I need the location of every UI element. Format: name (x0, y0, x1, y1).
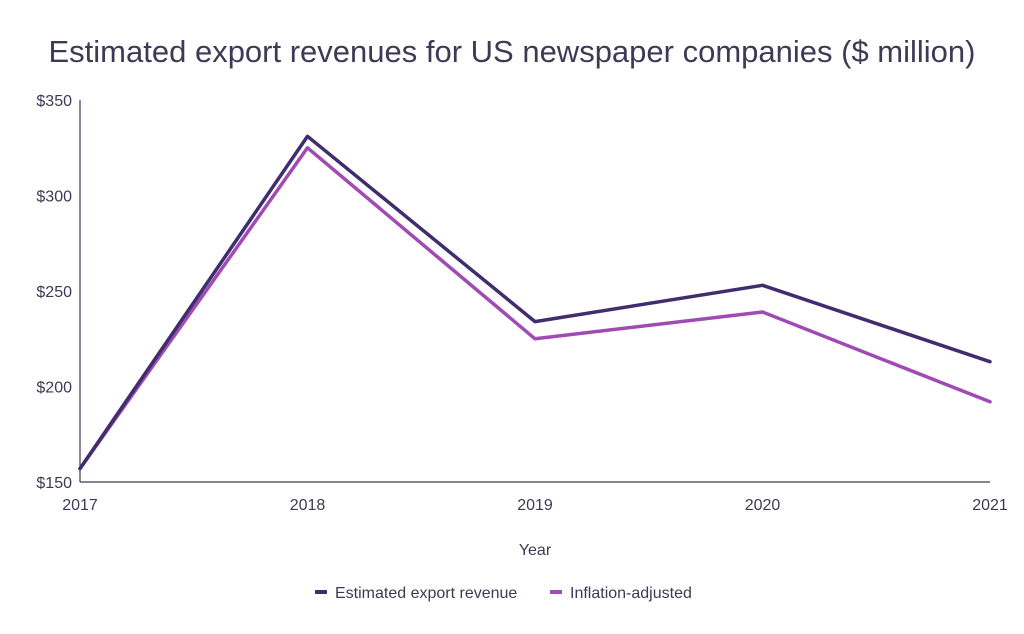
data-point (79, 468, 81, 470)
legend: Estimated export revenue Inflation-adjust… (315, 585, 692, 602)
series-line-0 (78, 134, 992, 471)
legend-label: Inflation-adjusted (570, 585, 692, 602)
x-tick-label: 2021 (972, 497, 1008, 514)
y-tick-label: $300 (36, 189, 72, 206)
y-tick-label: $200 (36, 380, 72, 397)
data-point (762, 311, 763, 313)
chart-title: Estimated export revenues for US newspap… (49, 34, 976, 69)
x-tick-label: 2017 (62, 497, 98, 514)
y-axis-ticks: $150 $200 $250 $300 $350 (36, 93, 72, 492)
legend-label: Estimated export revenue (335, 585, 517, 602)
data-point (307, 135, 308, 137)
y-tick-label: $350 (36, 93, 72, 110)
x-axis-title: Year (519, 542, 552, 559)
data-point (307, 147, 308, 149)
data-point (534, 338, 536, 340)
x-tick-label: 2019 (517, 497, 553, 514)
x-axis-ticks: 2017 2018 2019 2020 2021 (62, 497, 1008, 514)
series-line-1 (78, 146, 992, 471)
y-tick-label: $250 (36, 284, 72, 301)
data-point (989, 401, 991, 403)
data-point (989, 361, 991, 363)
data-point (534, 321, 536, 323)
y-tick-label: $150 (36, 475, 72, 492)
x-tick-label: 2018 (290, 497, 326, 514)
x-tick-label: 2020 (745, 497, 781, 514)
series-lines (78, 134, 992, 471)
data-point (762, 284, 763, 286)
